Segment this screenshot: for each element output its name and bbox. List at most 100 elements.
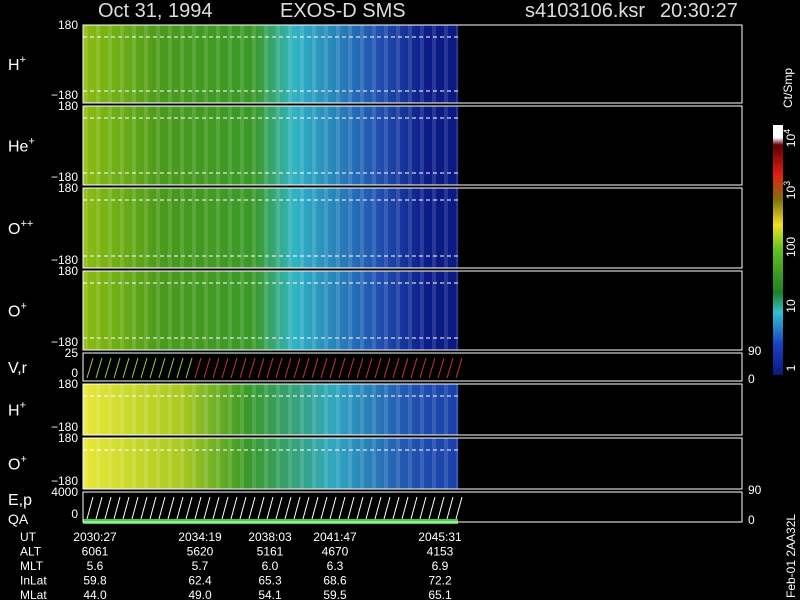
sawtooth	[266, 357, 274, 379]
panel-label: He+	[8, 136, 35, 156]
label-superscript: +	[20, 54, 26, 66]
sawtooth	[248, 357, 256, 379]
sawtooth	[86, 357, 94, 379]
ephemeris-cell: 6.9	[432, 559, 449, 573]
tick-base: 10	[784, 134, 798, 148]
sawtooth	[257, 496, 265, 520]
sawtooth	[329, 496, 337, 520]
ephemeris-cell: 2038:03	[248, 530, 292, 544]
spectrogram-texture	[83, 106, 458, 185]
sawtooth	[383, 496, 391, 520]
tick-exponent: 3	[782, 181, 792, 186]
ephemeris-cell: 5.7	[192, 559, 209, 573]
sawtooth	[257, 357, 265, 379]
sawtooth	[194, 357, 202, 379]
label-superscript: ++	[20, 218, 33, 230]
y-tick-label: 180	[58, 264, 78, 278]
label-text: E,p	[8, 492, 32, 509]
label-text: V,r	[8, 360, 28, 377]
sawtooth	[131, 496, 139, 520]
y-tick-label: −180	[51, 170, 78, 184]
sawtooth	[419, 357, 427, 379]
sawtooth	[149, 357, 157, 379]
sawtooth	[374, 357, 382, 379]
ephemeris-cell: 6.3	[327, 559, 344, 573]
sawtooth	[149, 496, 157, 520]
title-date: Oct 31, 1994	[98, 0, 213, 22]
footer-code: Feb-01 2AA32L	[784, 514, 798, 598]
ephemeris-cell: MLat	[20, 588, 47, 600]
label-text: H	[8, 57, 20, 74]
colorbar-tick-label: 103	[782, 181, 798, 199]
ephemeris-cell: 54.1	[258, 588, 282, 600]
label-text: He	[8, 139, 29, 156]
sawtooth	[266, 496, 274, 520]
sawtooth	[311, 357, 319, 379]
y-tick-label: 180	[58, 431, 78, 445]
ephemeris-cell: 4670	[322, 545, 349, 559]
sawtooth	[365, 357, 373, 379]
sawtooth	[176, 496, 184, 520]
spectrogram-texture	[83, 25, 458, 103]
sawtooth	[410, 357, 418, 379]
sawtooth	[302, 357, 310, 379]
start-time: 20:30:27	[660, 0, 738, 22]
ephemeris-cell: UT	[20, 530, 37, 544]
y-tick-label: 0	[71, 366, 78, 380]
spectrogram-texture	[83, 438, 458, 489]
ephemeris-cell: 59.8	[83, 574, 107, 588]
sawtooth	[275, 357, 283, 379]
panel-label: V,r	[8, 360, 28, 377]
sawtooth	[293, 496, 301, 520]
sawtooth	[419, 496, 427, 520]
sawtooth	[140, 496, 148, 520]
right-tick-label: 0	[748, 372, 755, 386]
sawtooth	[338, 357, 346, 379]
sawtooth	[275, 496, 283, 520]
sawtooth	[320, 496, 328, 520]
sawtooth	[221, 357, 229, 379]
sawtooth	[86, 496, 94, 520]
sawtooth	[347, 357, 355, 379]
ephemeris-cell: 5620	[187, 545, 214, 559]
panel-frame	[82, 383, 743, 436]
sawtooth	[158, 496, 166, 520]
panel-label: O+	[8, 301, 27, 321]
panel-frame	[82, 491, 743, 523]
tick-base: 100	[784, 237, 798, 257]
sawtooth	[374, 496, 382, 520]
sawtooth	[302, 496, 310, 520]
panel-label: O+	[8, 454, 27, 474]
sawtooth	[455, 496, 463, 520]
sawtooth	[158, 357, 166, 379]
sawtooth	[194, 496, 202, 520]
label-superscript: +	[20, 400, 26, 412]
sawtooth	[113, 496, 121, 520]
sawtooth	[401, 496, 409, 520]
sawtooth	[104, 357, 112, 379]
sawtooth	[221, 496, 229, 520]
sawtooth	[230, 496, 238, 520]
sawtooth	[455, 357, 463, 379]
ephemeris-cell: 5161	[257, 545, 284, 559]
sawtooth	[212, 496, 220, 520]
y-tick-label: 180	[58, 99, 78, 113]
ephemeris-cell: 6.0	[262, 559, 279, 573]
label-text: O	[8, 457, 20, 474]
sawtooth	[338, 496, 346, 520]
ephemeris-cell: 65.1	[428, 588, 452, 600]
colorbar	[773, 125, 783, 375]
title-instrument: EXOS-D SMS	[280, 0, 406, 22]
sawtooth	[203, 357, 211, 379]
panel-label: QA	[8, 511, 29, 527]
ephemeris-cell: 49.0	[188, 588, 212, 600]
y-tick-label: 4000	[51, 485, 78, 499]
tick-exponent: 4	[782, 129, 792, 134]
panel-label: O++	[8, 218, 33, 238]
y-tick-label: −180	[51, 253, 78, 267]
ephemeris-cell: 4153	[427, 545, 454, 559]
ephemeris-cell: ALT	[20, 545, 42, 559]
sawtooth	[347, 496, 355, 520]
sawtooth	[365, 496, 373, 520]
